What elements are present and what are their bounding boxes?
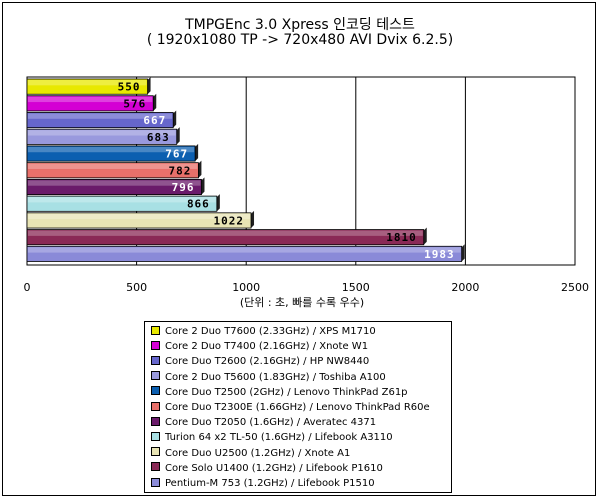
bar-group: 576 xyxy=(26,93,157,112)
legend-item: Core Duo T2300E (1.66GHz) / Lenovo Think… xyxy=(151,401,430,415)
bar-group: 866 xyxy=(26,194,220,212)
bar-highlight xyxy=(28,180,201,186)
bar-highlight xyxy=(28,80,147,86)
legend-label: Core Duo T2050 (1.6GHz) / Averatec 4371 xyxy=(165,417,377,429)
bar-group: 767 xyxy=(26,143,199,162)
chart-subtitle: ( 1920x1080 TP -> 720x480 AVI Dvix 6.2.5… xyxy=(146,32,454,48)
bar-highlight xyxy=(28,146,195,153)
legend-swatch xyxy=(151,477,160,487)
legend-swatch xyxy=(151,386,160,396)
legend-label: Core Solo U1400 (1.2GHz) / Lifebook P161… xyxy=(165,462,383,474)
bar-highlight xyxy=(28,163,198,169)
bar xyxy=(26,112,174,129)
bar xyxy=(26,95,154,112)
legend-item: Core 2 Duo T7400 (2.16GHz) / Xnote W1 xyxy=(151,340,368,354)
legend-item: Pentium-M 753 (1.2GHz) / Lifebook P1510 xyxy=(151,477,375,491)
x-tick-label: 1500 xyxy=(342,281,370,294)
legend-swatch xyxy=(151,401,160,411)
bar-group: 1983 xyxy=(26,244,465,262)
chart-plot: 550 576 667 683 767 782 796 866 1022 1810 1983 0 50… xyxy=(24,76,589,309)
bar xyxy=(26,212,252,229)
bar-value-label: 796 xyxy=(172,181,195,194)
bar xyxy=(26,245,463,262)
bar-highlight xyxy=(28,230,423,236)
legend-label: Core Duo T2500 (2GHz) / Lenovo ThinkPad … xyxy=(165,386,408,398)
x-tick-label: 2000 xyxy=(451,281,479,294)
bar-highlight xyxy=(28,247,461,253)
legend-item: Turion 64 x2 TL-50 (1.6GHz) / Lifebook A… xyxy=(151,431,393,445)
legend-swatch xyxy=(151,325,160,335)
legend-label: Core Duo T2600 (2.16GHz) / HP NW8440 xyxy=(165,356,370,368)
legend-label: Core 2 Duo T7600 (2.33GHz) / XPS M1710 xyxy=(165,326,376,337)
bar-highlight xyxy=(28,113,173,119)
bar-value-label: 667 xyxy=(143,114,166,127)
bar xyxy=(26,178,202,195)
x-tick-label: 0 xyxy=(24,281,31,294)
legend-swatch xyxy=(151,462,160,472)
bar-group: 683 xyxy=(26,127,180,145)
bar-value-label: 683 xyxy=(147,131,170,144)
bar-group: 550 xyxy=(26,77,151,95)
bar xyxy=(26,162,199,179)
bar-value-label: 576 xyxy=(123,97,146,110)
bar-value-label: 1810 xyxy=(386,231,417,244)
x-tick-label: 500 xyxy=(126,281,147,294)
bar xyxy=(26,145,196,162)
bar-highlight xyxy=(28,130,176,136)
bar-value-label: 1022 xyxy=(214,214,245,227)
legend-item: Core Duo T2500 (2GHz) / Lenovo ThinkPad … xyxy=(151,386,408,400)
legend-item: Core Duo U2500 (1.2GHz) / Xnote A1 xyxy=(151,447,350,461)
legend-label: Core 2 Duo T7400 (2.16GHz) / Xnote W1 xyxy=(165,341,369,353)
bar-highlight xyxy=(28,197,216,203)
bar-value-label: 866 xyxy=(187,198,210,211)
chart-title: TMPGEnc 3.0 Xpress 인코딩 테스트 xyxy=(185,17,415,33)
bar xyxy=(26,78,148,95)
bar-highlight xyxy=(28,213,251,220)
bar-value-label: 550 xyxy=(118,81,141,94)
legend-label: Turion 64 x2 TL-50 (1.6GHz) / Lifebook A… xyxy=(165,432,393,444)
bar-group: 1810 xyxy=(26,227,427,246)
legend-swatch xyxy=(151,447,160,457)
legend-label: Pentium-M 753 (1.2GHz) / Lifebook P1510 xyxy=(165,478,375,489)
legend-swatch xyxy=(151,431,160,441)
legend-item: Core 2 Duo T7600 (2.33GHz) / XPS M1710 xyxy=(151,325,376,339)
legend-item: Core Duo T2050 (1.6GHz) / Averatec 4371 xyxy=(151,416,376,430)
legend-swatch xyxy=(151,340,160,350)
legend-swatch xyxy=(151,355,160,365)
bar xyxy=(26,195,218,212)
bar xyxy=(26,229,425,246)
bar-group: 796 xyxy=(26,177,205,195)
bar-value-label: 782 xyxy=(169,164,192,177)
legend-label: Core 2 Duo T5600 (1.83GHz) / Toshiba A10… xyxy=(165,371,386,383)
bar xyxy=(26,128,178,145)
bar-group: 667 xyxy=(26,110,177,129)
bar-group: 1022 xyxy=(26,210,255,229)
x-tick-label: 2500 xyxy=(561,281,589,294)
legend-label: Core Duo T2300E (1.66GHz) / Lenovo Think… xyxy=(165,402,430,413)
legend-swatch xyxy=(151,371,160,381)
legend-swatch xyxy=(151,416,160,426)
bar-group: 782 xyxy=(26,160,202,179)
legend-item: Core Solo U1400 (1.2GHz) / Lifebook P161… xyxy=(151,462,383,476)
bar-highlight xyxy=(28,96,153,103)
legend-label: Core Duo U2500 (1.2GHz) / Xnote A1 xyxy=(165,447,351,459)
chart-legend: Core 2 Duo T7600 (2.33GHz) / XPS M1710 Co… xyxy=(144,321,452,493)
bar-value-label: 767 xyxy=(165,148,188,161)
legend-item: Core Duo T2600 (2.16GHz) / HP NW8440 xyxy=(151,355,369,369)
bar-value-label: 1983 xyxy=(424,248,455,261)
x-axis-label: (단위 : 초, 빠를 수록 우수) xyxy=(240,296,364,309)
legend-item: Core 2 Duo T5600 (1.83GHz) / Toshiba A10… xyxy=(151,371,386,385)
x-tick-label: 1000 xyxy=(232,281,260,294)
